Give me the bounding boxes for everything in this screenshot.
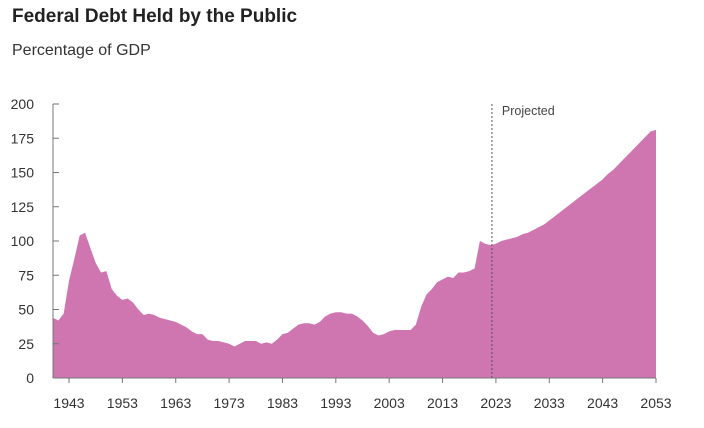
x-tick-label: 2003 <box>374 395 405 411</box>
y-axis-ticks: 0 25 50 75 100 125 150 175 200 <box>11 96 59 386</box>
x-tick-label: 2053 <box>640 395 671 411</box>
x-tick-label: 2043 <box>587 395 618 411</box>
y-tick-label: 0 <box>26 370 34 386</box>
x-tick-label: 2013 <box>427 395 458 411</box>
x-tick-label: 1963 <box>160 395 191 411</box>
x-tick-label: 2033 <box>534 395 565 411</box>
x-tick-label: 1973 <box>214 395 245 411</box>
x-axis-ticks: 1943 1953 1963 1973 1983 1993 2003 2013 2023 2033… <box>53 378 672 411</box>
x-tick-label: 2023 <box>480 395 511 411</box>
y-tick-label: 125 <box>11 199 35 215</box>
y-tick-label: 50 <box>18 302 34 318</box>
y-tick-label: 150 <box>11 165 35 181</box>
y-tick-label: 25 <box>18 336 34 352</box>
chart-title: Federal Debt Held by the Public <box>12 6 298 27</box>
chart-subtitle: Percentage of GDP <box>12 42 151 59</box>
x-tick-label: 1983 <box>267 395 298 411</box>
x-tick-label: 1943 <box>53 395 84 411</box>
y-tick-label: 75 <box>18 267 34 283</box>
debt-area-series <box>53 130 656 378</box>
x-tick-label: 1993 <box>320 395 351 411</box>
y-tick-label: 200 <box>11 96 35 112</box>
x-tick-label: 1953 <box>107 395 138 411</box>
y-tick-label: 100 <box>11 233 35 249</box>
projected-annotation: Projected <box>502 104 555 118</box>
y-tick-label: 175 <box>11 130 35 146</box>
